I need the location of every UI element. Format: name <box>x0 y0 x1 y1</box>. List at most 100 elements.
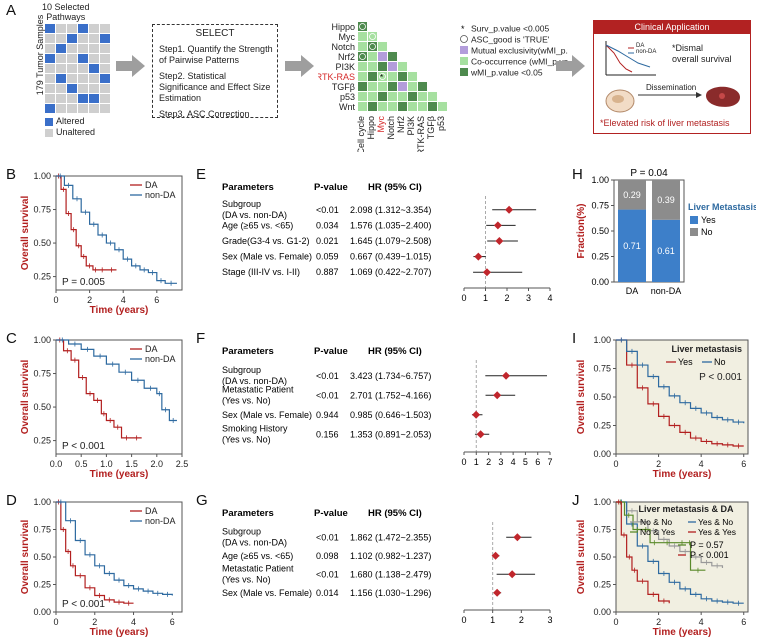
p-value-label: P < 0.001 <box>62 441 105 452</box>
hr-marker <box>493 588 502 597</box>
x-tick-label: 0.5 <box>75 459 88 469</box>
matrix-cell <box>378 102 387 111</box>
km-chart-d: 1.00 0.75 0.50 0.25 0.000 2 4 6 Overall survival… <box>20 497 183 638</box>
x-tick-label: 6 <box>741 617 746 627</box>
x-tick-label: 0 <box>613 459 618 469</box>
matrix-row-label: p53 <box>340 92 355 102</box>
bar-label-no: 0.39 <box>657 195 675 205</box>
matrix-cell <box>388 72 397 81</box>
dismal-survival-text: *Dismal overall survival <box>672 43 732 64</box>
x-tick-label: 3 <box>498 457 503 467</box>
row-pvalue: 0.944 <box>316 410 339 420</box>
y-tick-label: 1.00 <box>593 497 611 507</box>
x-tick-label: 0 <box>53 617 58 627</box>
grid-cell <box>89 94 99 103</box>
legend-swatch <box>460 68 468 76</box>
select-box: SELECT Step1. Quantify the Strength of P… <box>152 24 278 119</box>
matrix-cell <box>398 102 407 111</box>
grid-cell <box>89 34 99 43</box>
row-hr-text: 1.156 (1.030~1.296) <box>350 588 431 598</box>
hr-marker <box>505 205 514 214</box>
x-tick-label: 2.0 <box>151 459 164 469</box>
row-parameter-label: Grade(G3-4 vs. G1-2) <box>222 236 310 246</box>
y-tick-label: 1.00 <box>593 335 611 345</box>
grid-cell <box>89 64 99 73</box>
plot-frame <box>55 339 183 455</box>
legend-title: Liver metastasis <box>671 344 742 354</box>
matrix-legend-label: wMI_p.value <0.05 <box>470 68 543 78</box>
row-pvalue: 0.059 <box>316 252 339 262</box>
x-tick-label: 0 <box>461 615 466 625</box>
x-tick-label: 1 <box>474 457 479 467</box>
forest-plot-g: Parameters P-value HR (95% CI) Subgroup(DA … <box>222 508 553 625</box>
grid-cell <box>100 44 110 53</box>
y-tick-label: 1.00 <box>33 171 51 181</box>
p-value-label: P = 0.57 <box>690 540 724 550</box>
hr-marker <box>472 410 481 419</box>
km-chart-i: 1.00 0.75 0.50 0.25 0.000 2 4 6 Overall survival… <box>576 335 749 480</box>
matrix-cell <box>358 72 367 81</box>
grid-cell <box>45 44 55 53</box>
bar-yes <box>618 209 646 282</box>
legend-label: non-DA <box>145 190 176 200</box>
row-parameter-label: Sex (Male vs. Female) <box>222 588 312 598</box>
matrix-cell <box>378 42 387 51</box>
matrix-cell <box>408 72 417 81</box>
matrix-cell <box>428 102 437 111</box>
row-hr-text: 1.645 (1.079~2.508) <box>350 236 431 246</box>
row-parameter-sublabel: (DA vs. non-DA) <box>222 376 287 386</box>
p-value-label: P < 0.001 <box>690 550 729 560</box>
matrix-row-label: Nrf2 <box>338 52 355 62</box>
x-tick-label: 1.5 <box>125 459 138 469</box>
hr-marker <box>493 391 502 400</box>
asc-circle-icon <box>369 43 376 50</box>
km-chart-j: 1.00 0.75 0.50 0.25 0.000 2 4 6 Overall survival… <box>576 497 749 638</box>
grid-cell <box>78 94 88 103</box>
mini-nonda-label: non-DA <box>636 49 657 55</box>
y-axis-label: Fraction(%) <box>576 204 587 259</box>
row-parameter-label: Subgroup <box>222 365 261 375</box>
grid-cell <box>78 24 88 33</box>
x-tick-label: 4 <box>547 293 552 303</box>
grid-cell <box>78 54 88 63</box>
survival-curve-non-da <box>56 339 177 422</box>
x-tick-label: 2 <box>519 615 524 625</box>
legend-swatch-no <box>690 228 698 236</box>
grid-cell <box>100 74 110 83</box>
grid-cell <box>56 64 66 73</box>
grid-cell <box>100 64 110 73</box>
matrix-col-label: Hippo <box>366 116 376 140</box>
hr-marker <box>491 551 500 560</box>
legend-label-yes: Yes <box>701 215 716 225</box>
matrix-cell <box>388 62 397 71</box>
row-parameter-label: Sex (Male vs. Female) <box>222 252 312 262</box>
forest-plot-f: Parameters P-value HR (95% CI) Subgroup(DA … <box>222 346 553 467</box>
bar-label-yes: 0.71 <box>623 241 641 251</box>
matrix-cell <box>368 32 377 41</box>
y-tick-label: 0.75 <box>593 525 611 535</box>
y-tick-label: 1.00 <box>591 175 609 185</box>
x-tick-label: 0.0 <box>50 459 63 469</box>
row-parameter-sublabel: (DA vs. non-DA) <box>222 537 287 547</box>
arrow-icon <box>116 55 145 77</box>
y-tick-label: 0.50 <box>593 392 611 402</box>
x-tick-label: 1.0 <box>100 459 113 469</box>
hr-marker <box>476 430 485 439</box>
row-hr-text: 1.680 (1.138~2.479) <box>350 569 431 579</box>
row-parameter-sublabel: (Yes vs. No) <box>222 434 271 444</box>
survival-curve-no-yes <box>616 501 706 571</box>
grid-cell <box>100 84 110 93</box>
row-parameter-label: Age (≥65 vs. <65) <box>222 551 293 561</box>
matrix-col-label: Myc <box>376 116 386 133</box>
step1-text: Step1. Quantify the Strength of Pairwise… <box>159 44 273 65</box>
legend-label: Yes & Yes <box>698 527 736 537</box>
panel-label-d: D <box>6 492 17 509</box>
matrix-cell <box>378 72 387 81</box>
mini-survival-icon <box>605 41 656 76</box>
y-tick-label: 0.50 <box>33 238 51 248</box>
asc-circle-icon <box>359 23 366 30</box>
y-tick-label: 0.00 <box>593 449 611 459</box>
header-pvalue: P-value <box>314 508 348 519</box>
x-tick-label: 2 <box>656 617 661 627</box>
y-axis-label: Overall survival <box>20 520 31 595</box>
